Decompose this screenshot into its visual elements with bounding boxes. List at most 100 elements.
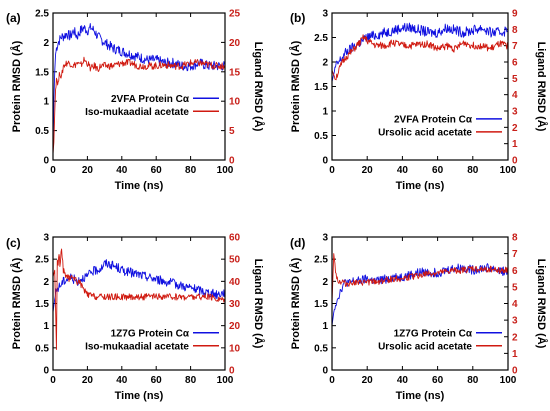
chart-panel-2: (b)0 20 40 60 80 10000.511.522.530123456789Ti… [289, 9, 548, 193]
y2-tick-label: 8 [512, 25, 518, 36]
x-tick-label: 60 [151, 375, 163, 386]
x-tick-label: 40 [116, 165, 128, 176]
y-tick-label: 1 [43, 321, 49, 332]
x-tick-label: 40 [397, 165, 409, 176]
y-tick-label: 1.5 [314, 299, 328, 310]
y2-tick-label: 7 [512, 249, 518, 260]
legend-label: 2VFA Protein Cα [394, 114, 473, 125]
x-tick-label: 20 [362, 165, 374, 176]
y2-tick-label: 4 [512, 299, 518, 310]
legend-label: 1Z7G Protein Cα [394, 328, 473, 339]
x-tick-label: 20 [82, 165, 94, 176]
y-tick-label: 0 [322, 366, 328, 377]
y2-tick-label: 6 [512, 266, 518, 277]
y-axis-title: Protein RMSD (Å) [289, 40, 302, 132]
legend-label: Iso-mukaadial acetate [85, 107, 189, 118]
y-tick-label: 0.5 [314, 131, 328, 142]
chart-panel-3: (c)0 20 40 60 80 10000.511.522.53010203040506… [6, 233, 265, 403]
y-tick-label: 2 [43, 277, 49, 288]
y-tick-label: 0.5 [35, 126, 49, 137]
y2-tick-label: 0 [512, 156, 518, 167]
y2-tick-label: 10 [229, 97, 241, 108]
x-tick-label: 60 [151, 165, 163, 176]
x-tick-label: 20 [362, 375, 374, 386]
x-tick-label: 60 [432, 375, 444, 386]
plot-frame [331, 236, 509, 371]
x-tick-label: 80 [467, 165, 479, 176]
legend-label: Iso-mukaadial acetate [85, 341, 189, 352]
y2-axis-title: Ligand RMSD (Å) [535, 42, 548, 132]
x-tick-label: 80 [467, 375, 479, 386]
y-tick-label: 2.5 [314, 33, 328, 44]
y-tick-label: 2.5 [35, 255, 49, 266]
y-tick-label: 2.5 [35, 9, 49, 20]
legend-label: Ursolic acid acetate [378, 341, 472, 352]
y-tick-label: 3 [322, 233, 328, 244]
y-tick-label: 0.5 [35, 343, 49, 354]
y2-tick-label: 15 [229, 67, 241, 78]
y-tick-label: 2 [322, 58, 328, 69]
chart-panel-1: (a)0 20 40 60 80 10000.511.522.50510152025Tim… [6, 9, 265, 193]
y-axis-title: Protein RMSD (Å) [289, 257, 302, 349]
y2-tick-label: 2 [512, 123, 518, 134]
x-tick-label: 100 [217, 165, 234, 176]
y-tick-label: 0.5 [314, 343, 328, 354]
y-tick-label: 0 [322, 156, 328, 167]
series-line-ligand [52, 56, 226, 155]
y2-tick-label: 50 [229, 255, 241, 266]
y-tick-label: 2.5 [314, 255, 328, 266]
y2-tick-label: 5 [512, 74, 518, 85]
y-tick-label: 1 [322, 321, 328, 332]
legend-label: 1Z7G Protein Cα [111, 328, 190, 339]
y2-tick-label: 2 [512, 332, 518, 343]
y-tick-label: 3 [43, 233, 49, 244]
y2-tick-label: 6 [512, 58, 518, 69]
y2-tick-label: 9 [512, 9, 518, 20]
x-tick-label: 40 [116, 375, 128, 386]
x-axis-title: Time (ns) [115, 390, 164, 402]
plot-frame [52, 12, 226, 161]
x-axis-title: Time (ns) [396, 390, 445, 402]
chart-panel-4: (d)0 20 40 60 80 10000.511.522.53012345678Tim… [289, 233, 548, 403]
series-line-ligand [331, 34, 509, 81]
y-tick-label: 1.5 [35, 299, 49, 310]
y-tick-label: 3 [322, 9, 328, 20]
y2-tick-label: 7 [512, 41, 518, 52]
plot-frame [52, 236, 226, 371]
y2-tick-label: 20 [229, 321, 241, 332]
y2-tick-label: 3 [512, 107, 518, 118]
x-tick-label: 0 [329, 375, 335, 386]
y-tick-label: 1.5 [35, 67, 49, 78]
x-tick-label: 20 [82, 375, 94, 386]
x-tick-label: 80 [185, 165, 197, 176]
series-line-ligand [52, 248, 226, 350]
y-tick-label: 0 [43, 366, 49, 377]
x-tick-label: 0 [329, 165, 335, 176]
y-tick-label: 1 [43, 97, 49, 108]
y2-tick-label: 8 [512, 233, 518, 244]
series-line-protein [331, 22, 509, 82]
legend-label: Ursolic acid acetate [378, 127, 472, 138]
y2-axis-title: Ligand RMSD (Å) [252, 259, 265, 349]
y2-tick-label: 25 [229, 9, 241, 20]
y2-tick-label: 60 [229, 233, 241, 244]
plot-frame [331, 12, 509, 161]
y2-axis-title: Ligand RMSD (Å) [252, 42, 265, 132]
x-tick-label: 60 [432, 165, 444, 176]
series-line-protein [52, 23, 226, 155]
y2-tick-label: 5 [512, 282, 518, 293]
panel-label: (c) [6, 236, 21, 250]
y2-tick-label: 30 [229, 299, 241, 310]
y2-tick-label: 3 [512, 316, 518, 327]
x-tick-label: 80 [185, 375, 197, 386]
legend-label: 2VFA Protein Cα [111, 94, 190, 105]
y2-tick-label: 40 [229, 277, 241, 288]
x-tick-label: 100 [500, 375, 517, 386]
y2-tick-label: 5 [229, 126, 235, 137]
y-axis-title: Protein RMSD (Å) [10, 257, 23, 349]
x-tick-label: 0 [50, 375, 56, 386]
x-tick-label: 100 [217, 375, 234, 386]
panel-label: (d) [290, 236, 305, 250]
y2-tick-label: 4 [512, 90, 518, 101]
